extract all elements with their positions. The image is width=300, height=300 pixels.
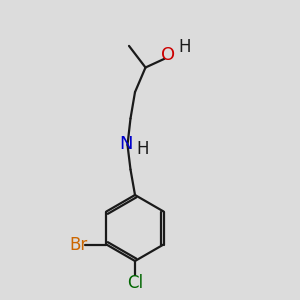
Text: H: H [178, 38, 191, 56]
Text: N: N [119, 135, 133, 153]
Text: Br: Br [69, 236, 88, 253]
Text: H: H [137, 140, 149, 158]
Text: O: O [161, 46, 175, 64]
Text: Cl: Cl [127, 274, 143, 292]
